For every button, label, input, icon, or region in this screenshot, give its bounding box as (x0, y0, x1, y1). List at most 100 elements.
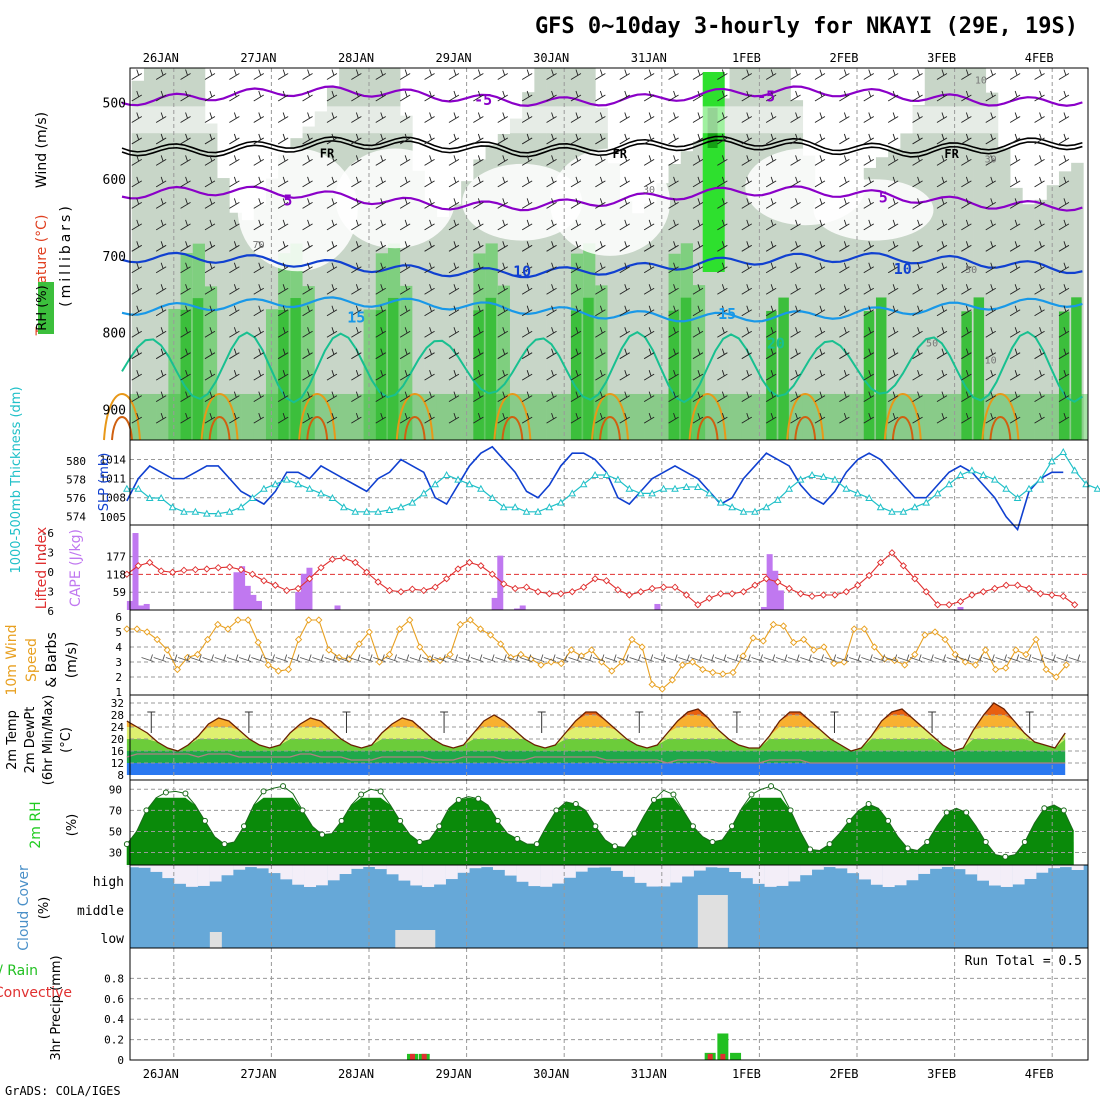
wind-barb (717, 133, 728, 145)
cape-bar (497, 555, 504, 610)
lifted-index-point (911, 575, 919, 583)
wind-barb (936, 241, 948, 252)
wind-barb (375, 412, 386, 424)
thickness-point (477, 484, 485, 492)
rh-shade-wet (192, 298, 204, 440)
cloud-high-gap (729, 865, 742, 872)
wind-barb (546, 348, 557, 360)
wind-barb (936, 155, 948, 166)
thickness-point (625, 484, 634, 492)
isotherm-label: 20 (767, 334, 785, 352)
thickness-point (260, 484, 268, 492)
rh-shade (656, 183, 669, 440)
lifted-index-point (637, 588, 645, 596)
wind-barb (448, 412, 460, 424)
wind-barb (936, 348, 948, 360)
wind-barb (887, 219, 899, 231)
wind10m-point (870, 643, 879, 651)
cloud-high-gap (894, 865, 907, 886)
wind10m-point (1012, 646, 1020, 654)
cloud-high-gap (540, 865, 553, 887)
wind-barb (351, 219, 362, 231)
wind-barb (912, 241, 923, 252)
lifted-index-point (226, 563, 234, 571)
wind-barb (912, 112, 923, 123)
wind10m-point (244, 616, 252, 624)
wind-barb (229, 305, 240, 317)
cape-bar (255, 600, 262, 610)
wind-barb (717, 284, 728, 295)
wind-barb (375, 391, 386, 403)
wind-barb (643, 90, 655, 102)
temp-tick: 8 (117, 769, 124, 782)
wind10m-point (143, 628, 151, 636)
wind-barb (961, 133, 972, 145)
wind-barb (253, 133, 264, 145)
wind-barb (277, 348, 289, 360)
rh-shade (448, 204, 462, 440)
wind-barb (351, 262, 362, 274)
wind-barb (546, 133, 557, 145)
freezing-label: FR (944, 147, 959, 161)
wind10m-barb (726, 654, 740, 662)
wind-barb (985, 284, 996, 295)
cape-tick: 177 (106, 551, 126, 564)
wind-barb (180, 262, 191, 274)
cloud-high-gap (1000, 865, 1013, 887)
rh-point (807, 846, 814, 853)
wind10m-point (911, 650, 919, 659)
wind-barb (595, 176, 606, 188)
wind-barb (912, 412, 923, 424)
rh-point (358, 791, 365, 798)
lifted-index-point (328, 555, 337, 563)
date-label-bottom: 28JAN (338, 1067, 374, 1081)
wind-barb (814, 69, 826, 80)
wind-barb (131, 370, 142, 381)
rh-shade (1034, 199, 1048, 440)
lifted-index-point (717, 590, 725, 598)
wind-barb (1009, 90, 1021, 102)
wind10m-point (173, 665, 182, 674)
wind-barb (1009, 133, 1021, 145)
cloud-high-gap (1059, 865, 1072, 868)
wind-barb (326, 176, 338, 188)
cloud-high-gap (528, 865, 541, 887)
rh-shade (924, 68, 938, 440)
wind10m-point (618, 658, 626, 666)
wind-barb (473, 112, 484, 123)
cloud-high-gap (563, 865, 576, 878)
cloud-high-gap (150, 865, 163, 872)
thickness-point (522, 507, 531, 515)
thickness-point (819, 472, 828, 480)
rh-shade (802, 155, 816, 440)
thickness-tick: 578 (66, 474, 86, 487)
wind-barb (253, 284, 264, 295)
cape-tick: 118 (106, 568, 126, 581)
wind-barb (473, 284, 484, 295)
wind10m-barb (214, 654, 227, 662)
cape-bar (519, 605, 526, 610)
lifted-index-point (1013, 581, 1022, 589)
wind-barb (765, 176, 777, 188)
slp-line (126, 445, 1064, 532)
wind-barb (302, 241, 313, 252)
wind-barb (643, 284, 655, 295)
wind-barb (887, 69, 899, 80)
cloud-high-gap (504, 865, 517, 876)
wind-barb (985, 69, 996, 80)
wind10m-point (810, 646, 818, 654)
wind10m-point (820, 643, 828, 651)
wind-barb (180, 155, 191, 166)
wind10m-point (1032, 635, 1040, 644)
wind-barb (985, 219, 996, 231)
lifted-index-point (305, 575, 314, 583)
wind-barb (546, 219, 557, 231)
temp-band-24-28 (126, 715, 1066, 751)
wind-barb (839, 241, 850, 252)
wind-barb (1009, 219, 1021, 231)
wind-barb (619, 155, 630, 166)
precip-total-bar (717, 1033, 729, 1060)
rh-shade (156, 68, 169, 440)
wind-barb (692, 90, 704, 102)
lifted-index-point (785, 584, 793, 593)
